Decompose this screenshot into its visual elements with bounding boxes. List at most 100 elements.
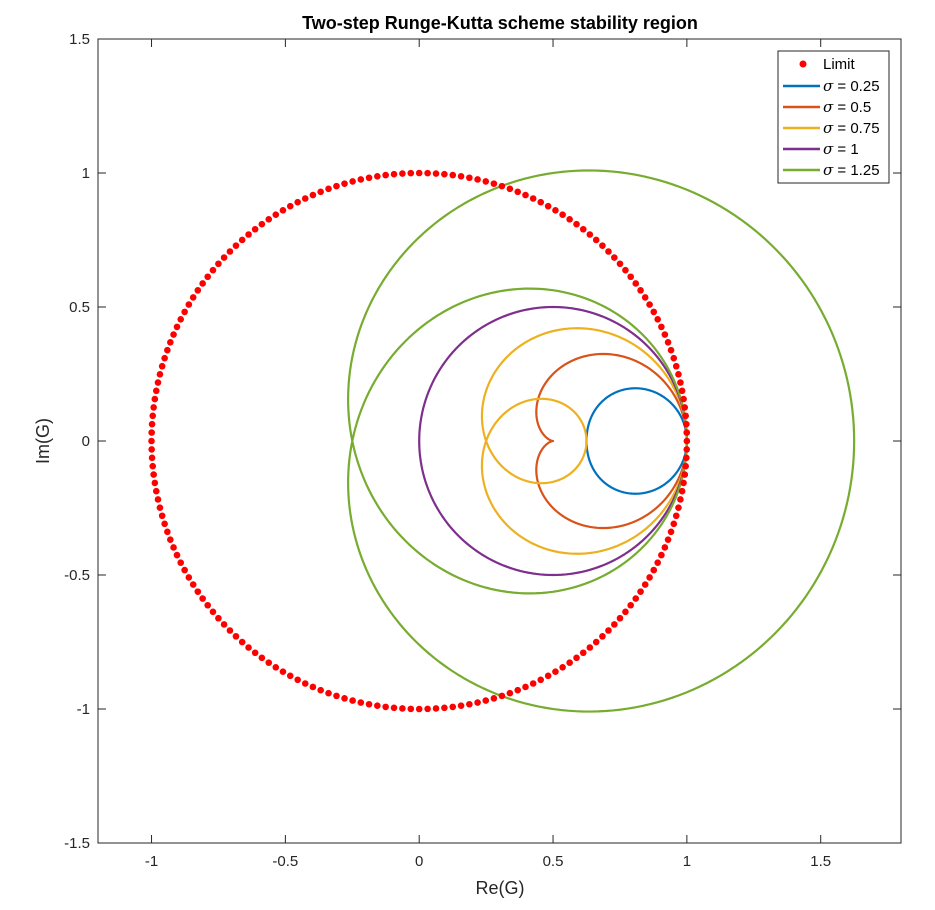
limit-point	[149, 462, 157, 470]
limit-point	[151, 479, 159, 487]
limit-point	[522, 191, 529, 199]
limit-point	[658, 323, 665, 331]
limit-point	[194, 588, 202, 595]
limit-point	[592, 236, 600, 244]
limit-point	[490, 180, 498, 187]
limit-point	[415, 169, 423, 177]
limit-point	[672, 362, 680, 370]
limit-point	[173, 323, 181, 331]
limit-point	[627, 273, 634, 281]
limit-point	[301, 680, 309, 687]
limit-point	[199, 280, 206, 287]
x-tick-labels: -1 -0.5 0 0.5 1 1.5	[145, 853, 831, 870]
limit-point	[566, 659, 573, 666]
limit-point	[683, 429, 691, 436]
limit-point	[148, 446, 155, 453]
limit-point	[194, 287, 202, 294]
limit-point	[506, 185, 514, 193]
limit-point	[466, 174, 473, 182]
limit-point	[215, 260, 222, 268]
limit-point	[341, 695, 348, 702]
limit-point	[646, 301, 653, 308]
legend-label-limit: Limit	[823, 56, 856, 73]
limit-point	[161, 354, 168, 362]
limit-point	[658, 551, 665, 559]
limit-point	[559, 211, 566, 219]
limit-point	[586, 231, 594, 238]
limit-point	[457, 173, 465, 180]
limit-point	[586, 644, 594, 651]
limit-point	[177, 316, 185, 323]
limit-points	[148, 169, 691, 713]
x-tick-label: 1	[683, 853, 691, 870]
y-tick-label: 0	[82, 433, 90, 450]
limit-point	[605, 627, 612, 634]
limit-point	[177, 559, 185, 566]
y-tick-labels: -1.5 -1 -0.5 0 0.5 1 1.5	[64, 31, 90, 852]
limit-point	[544, 672, 552, 680]
limit-point	[286, 672, 294, 680]
limit-point	[482, 697, 490, 704]
limit-point	[579, 649, 587, 657]
limit-point	[559, 663, 566, 671]
limit-point	[498, 692, 506, 700]
limit-point	[415, 705, 423, 713]
limit-point	[258, 654, 266, 662]
series-curve-0.5	[535, 352, 688, 530]
limit-point	[566, 216, 573, 223]
limit-point	[333, 692, 340, 700]
limit-point	[251, 649, 259, 657]
limit-point	[238, 638, 246, 646]
limit-point	[490, 695, 498, 702]
limit-point	[654, 316, 661, 323]
limit-point	[637, 287, 644, 294]
limit-point	[245, 644, 252, 651]
limit-point	[680, 395, 687, 403]
y-tick-label: -1	[77, 701, 90, 718]
limit-point	[522, 683, 529, 691]
legend-label-1.25: σ = 1.25	[823, 161, 880, 179]
limit-point	[664, 536, 672, 543]
limit-point	[258, 220, 266, 228]
limit-point	[670, 520, 678, 528]
limit-point	[309, 683, 317, 691]
limit-point	[220, 621, 228, 628]
limit-point	[151, 395, 159, 403]
limit-point	[156, 504, 164, 511]
limit-point	[407, 169, 415, 177]
y-tick-label: 1	[82, 165, 90, 182]
x-tick-label: 0	[415, 853, 423, 870]
limit-point	[382, 703, 389, 711]
limit-point	[154, 379, 162, 386]
x-tick-label: 1.5	[810, 853, 831, 870]
legend-marker-limit	[799, 60, 807, 68]
limit-point	[632, 595, 640, 602]
legend-label-0.5: σ = 0.5	[823, 98, 871, 116]
x-tick-label: -0.5	[272, 853, 298, 870]
limit-point	[365, 174, 373, 182]
legend-label-0.75: σ = 0.75	[823, 119, 880, 137]
limit-point	[301, 195, 309, 202]
limit-point	[349, 178, 356, 185]
limit-point	[199, 595, 206, 602]
limit-point	[670, 354, 678, 362]
legend-box	[777, 50, 890, 184]
limit-point	[622, 266, 629, 274]
limit-point	[390, 170, 398, 178]
limit-point	[265, 216, 273, 223]
limit-point	[185, 574, 193, 581]
limit-point	[680, 479, 687, 487]
limit-point	[154, 496, 162, 503]
limit-point	[309, 191, 317, 199]
limit-point	[683, 454, 690, 462]
series-curve-0.75	[480, 327, 688, 555]
limit-point	[424, 705, 431, 713]
limit-point	[683, 446, 691, 453]
limit-point	[627, 601, 634, 609]
limit-point	[181, 308, 188, 316]
limit-point	[325, 689, 332, 697]
limit-point	[148, 429, 155, 436]
limit-point	[156, 371, 164, 378]
limit-point	[498, 182, 506, 190]
